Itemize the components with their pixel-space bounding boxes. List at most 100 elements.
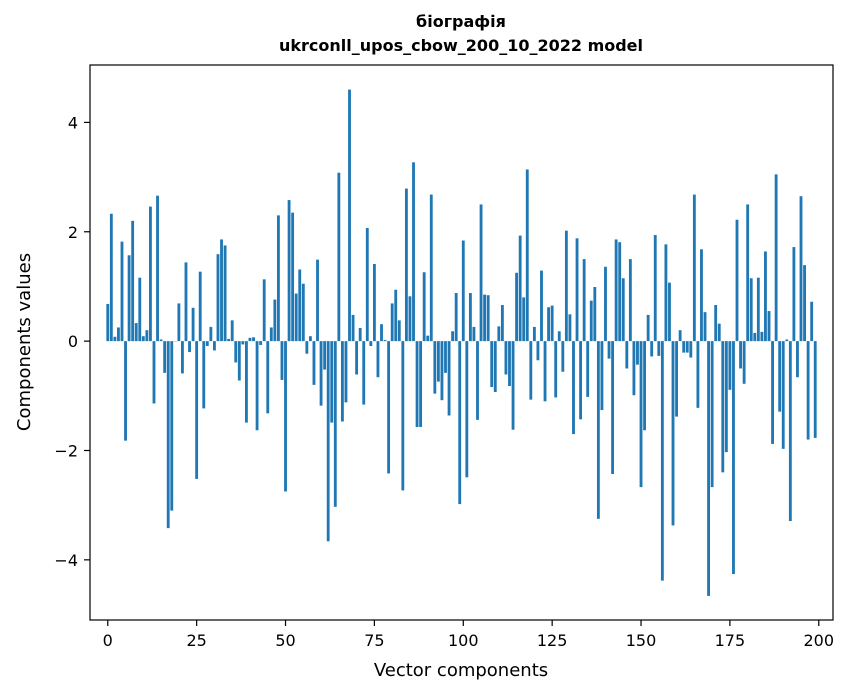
bar-146: [625, 341, 629, 369]
bar-80: [390, 303, 394, 342]
plot-frame: [89, 64, 834, 621]
bar-27: [202, 341, 206, 409]
bar-165: [692, 194, 696, 342]
bar-46: [269, 327, 273, 342]
bar-142: [611, 341, 615, 474]
x-tick-label: 25: [186, 631, 206, 650]
bar-185: [764, 251, 767, 342]
bar-134: [582, 259, 586, 342]
bar-95: [444, 341, 447, 373]
bar-191: [785, 339, 789, 342]
bar-173: [721, 341, 725, 473]
bar-124: [547, 307, 551, 342]
bar-137: [593, 287, 597, 342]
bar-50: [284, 341, 287, 492]
bar-160: [675, 341, 678, 417]
bar-91: [429, 194, 433, 342]
bar-25: [195, 341, 199, 479]
bar-79: [387, 341, 391, 474]
bar-119: [529, 341, 533, 400]
bar-37: [237, 341, 241, 381]
bar-16: [163, 341, 167, 373]
bar-111: [500, 305, 504, 342]
bar-73: [365, 227, 369, 342]
bar-186: [767, 311, 771, 342]
y-tick-label: 4: [68, 113, 78, 132]
bar-161: [678, 330, 682, 342]
bar-24: [191, 307, 195, 342]
bar-141: [607, 341, 611, 359]
bar-44: [262, 279, 266, 342]
bar-11: [145, 330, 149, 342]
bar-113: [508, 341, 511, 386]
bar-12: [149, 206, 152, 342]
bar-155: [657, 341, 661, 356]
bar-64: [333, 341, 337, 507]
bar-190: [781, 341, 785, 449]
x-tick-label: 125: [537, 631, 568, 650]
bar-13: [152, 341, 156, 404]
bar-82: [397, 320, 401, 342]
bar-47: [273, 299, 277, 342]
bar-176: [732, 341, 735, 575]
bar-75: [372, 264, 376, 342]
x-axis-ticks: 0 25 50 75 100 125 150 175 200: [103, 620, 834, 650]
bar-195: [799, 196, 803, 342]
bar-42: [255, 341, 259, 431]
bar-74: [369, 341, 373, 347]
bar-41: [252, 337, 255, 342]
bar-112: [504, 341, 508, 375]
bar-7: [131, 220, 135, 342]
bar-39: [245, 341, 248, 423]
bar-149: [636, 341, 639, 365]
chart-title: біографія: [416, 12, 506, 31]
bar-197: [806, 341, 810, 440]
bar-48: [276, 215, 280, 342]
bar-14: [156, 195, 159, 342]
bar-70: [355, 341, 359, 375]
bar-182: [753, 332, 757, 342]
bar-59: [316, 259, 319, 342]
bar-152: [646, 314, 650, 342]
bar-94: [440, 341, 444, 401]
bar-9: [138, 277, 142, 342]
bar-100: [461, 240, 465, 342]
bar-68: [348, 89, 351, 342]
bar-101: [465, 341, 469, 478]
bars-group: [106, 89, 817, 596]
bar-107: [486, 295, 490, 342]
bar-76: [376, 341, 380, 378]
y-axis-ticks: −4 −2 0 2 4: [54, 113, 90, 570]
bar-38: [241, 341, 245, 345]
bar-5: [124, 341, 127, 441]
bar-183: [756, 277, 760, 342]
bar-156: [660, 341, 664, 581]
bar-51: [287, 200, 291, 342]
bar-138: [596, 341, 600, 519]
bar-61: [323, 341, 327, 370]
bar-96: [447, 341, 451, 416]
bar-106: [483, 294, 487, 342]
bar-118: [525, 169, 529, 342]
bar-198: [810, 301, 814, 342]
bar-69: [351, 314, 355, 342]
bar-45: [266, 341, 270, 414]
bar-87: [415, 341, 419, 427]
bar-166: [696, 341, 700, 408]
bar-63: [330, 341, 334, 423]
bar-77: [380, 324, 383, 342]
bar-175: [728, 341, 732, 390]
bar-89: [422, 272, 426, 342]
bar-116: [518, 235, 522, 342]
x-tick-label: 150: [626, 631, 657, 650]
bar-105: [479, 204, 483, 342]
bar-83: [401, 341, 405, 491]
bar-2: [113, 336, 117, 342]
bar-49: [280, 341, 284, 380]
bar-128: [561, 341, 565, 372]
bar-98: [454, 293, 458, 342]
bar-168: [703, 312, 707, 342]
bar-78: [383, 340, 387, 342]
